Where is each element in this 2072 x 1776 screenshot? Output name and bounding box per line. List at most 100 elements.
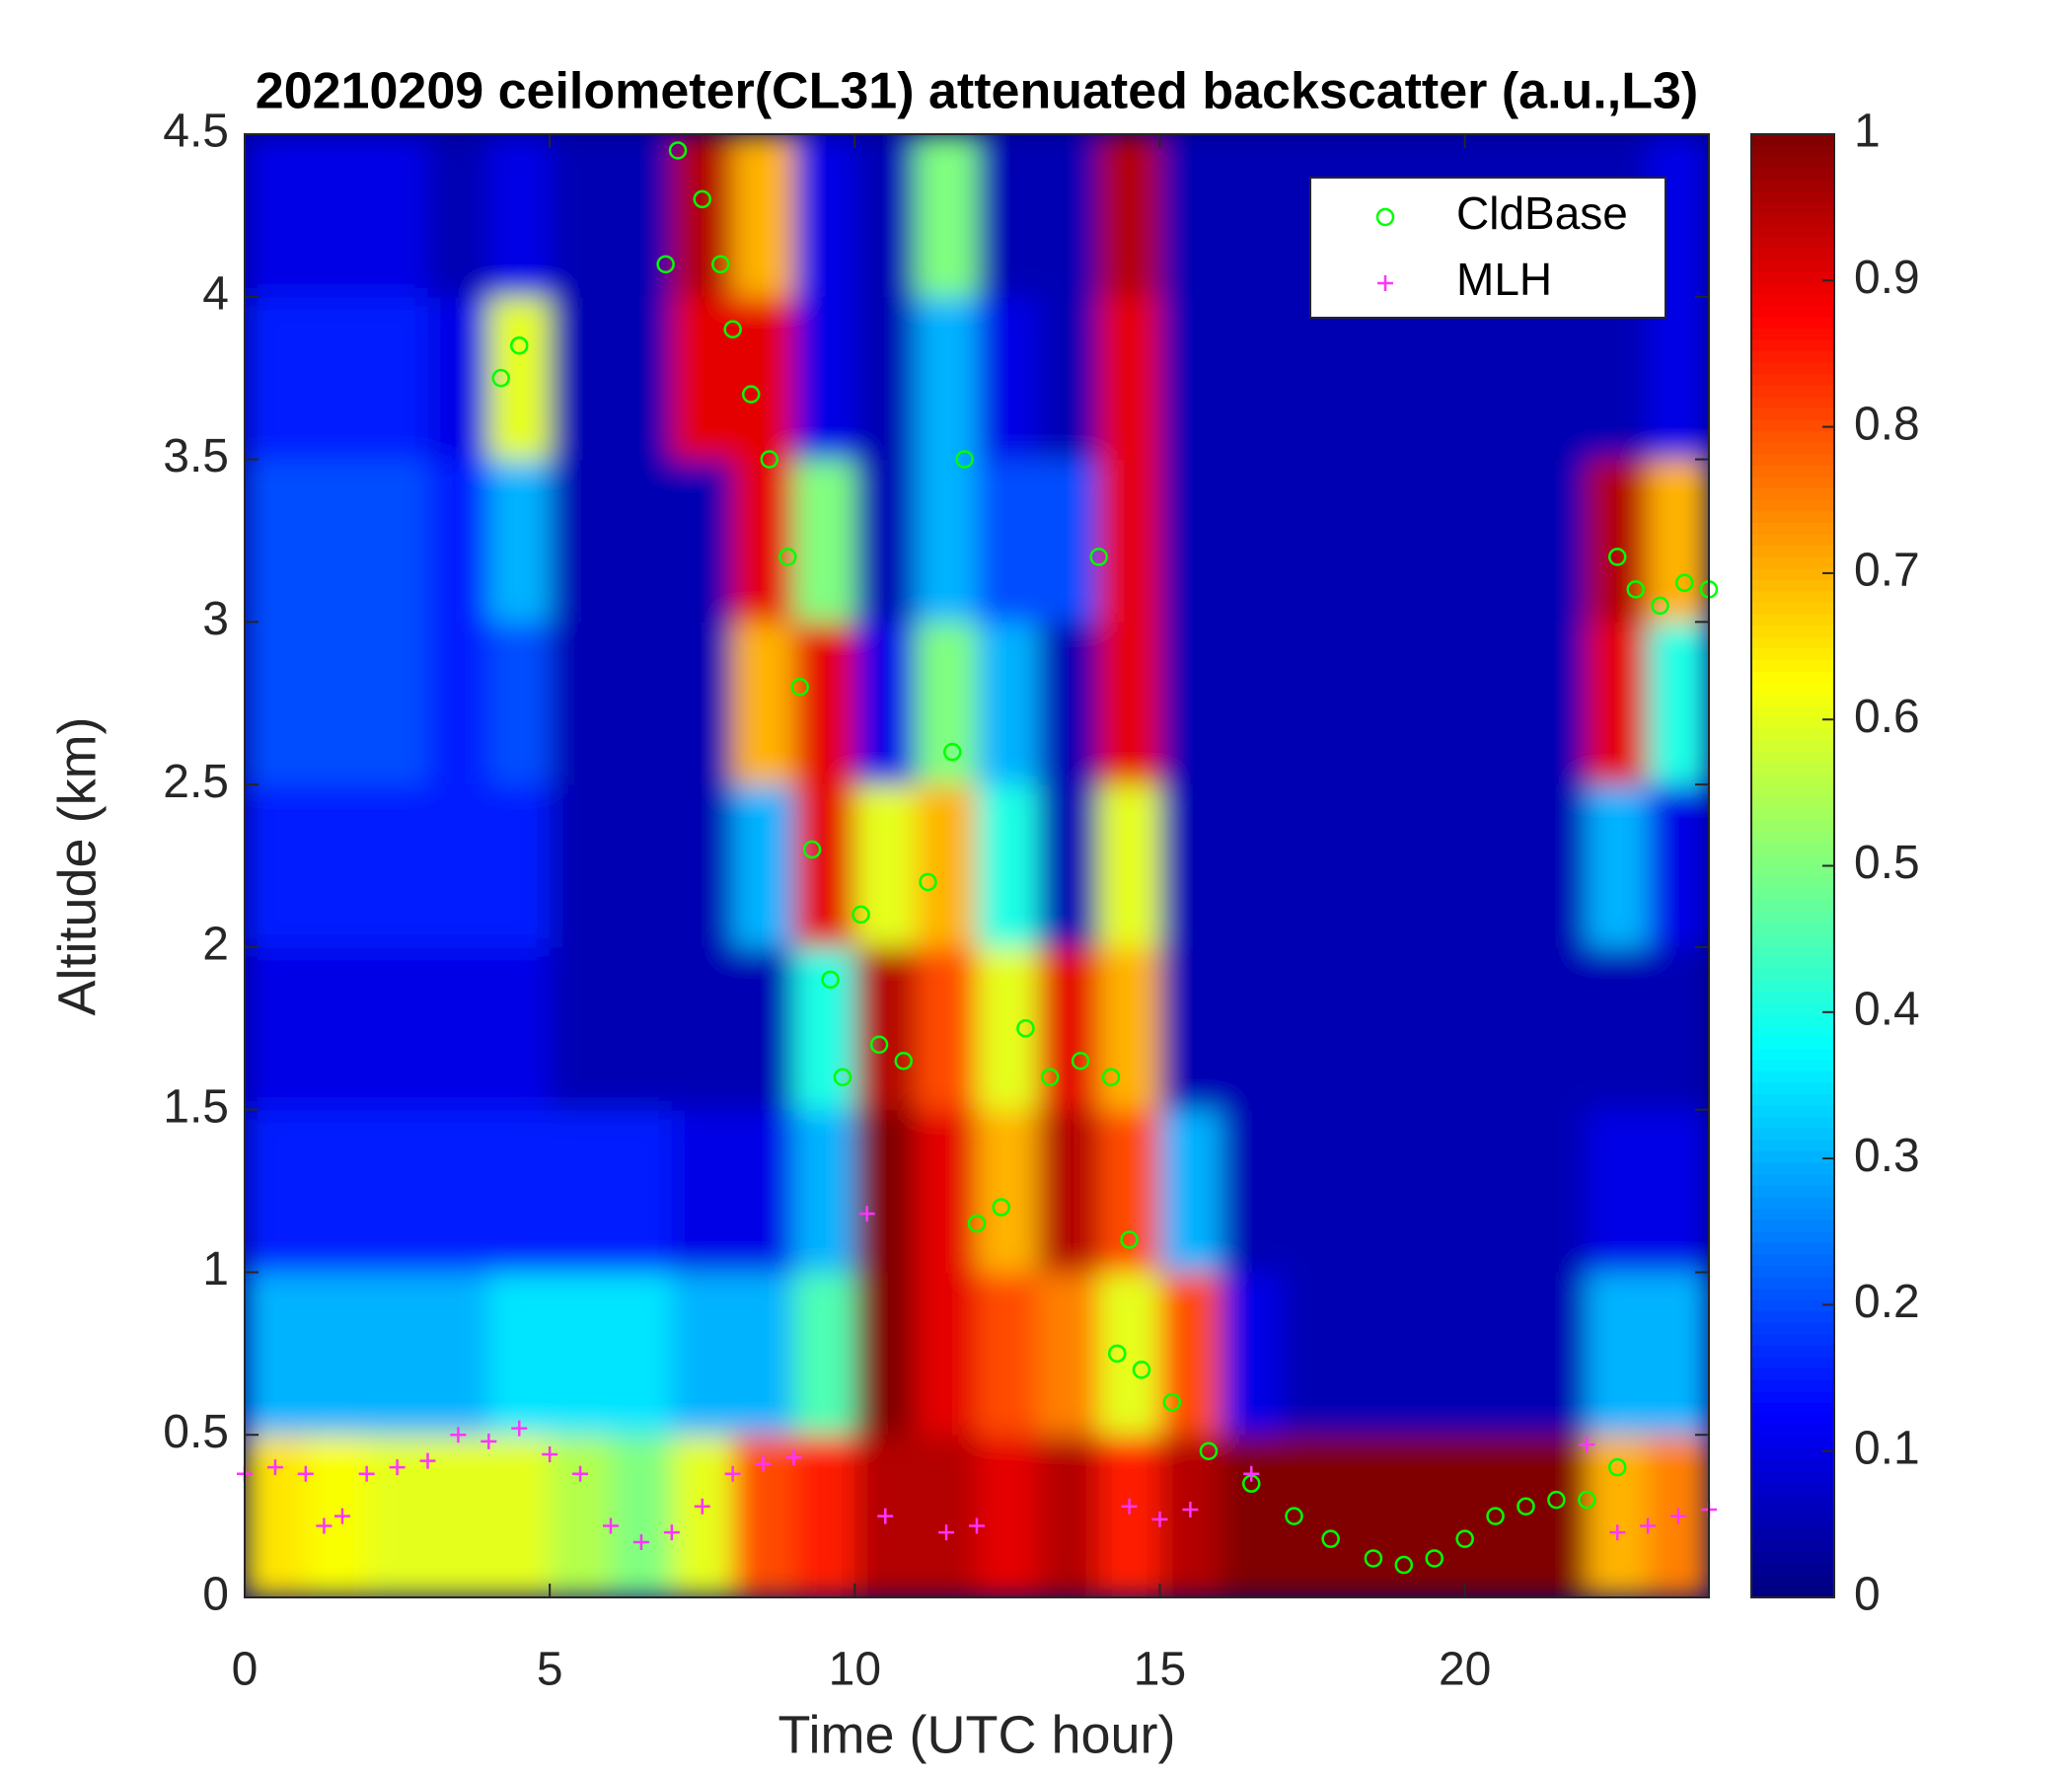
colorbar-step bbox=[1751, 1289, 1834, 1301]
y-tick-label: 0 bbox=[202, 1569, 229, 1621]
cldbase-point bbox=[668, 141, 688, 160]
heat-cell bbox=[488, 1435, 551, 1597]
heat-cell bbox=[427, 134, 489, 298]
heat-cell bbox=[1403, 1272, 1466, 1436]
heat-cell bbox=[550, 946, 612, 1111]
mlh-point bbox=[450, 1427, 467, 1443]
heat-cell bbox=[305, 134, 368, 298]
heat-cell bbox=[671, 296, 734, 461]
heat-cell bbox=[550, 1435, 612, 1597]
heat-cell bbox=[1221, 946, 1283, 1111]
heat-cell bbox=[977, 459, 1039, 623]
heat-cell bbox=[732, 784, 794, 948]
mlh-point bbox=[858, 1206, 875, 1222]
colorbar-step bbox=[1751, 671, 1834, 684]
cldbase-point bbox=[778, 548, 797, 566]
heat-cell bbox=[1343, 784, 1405, 948]
heat-cell bbox=[671, 622, 734, 785]
colorbar-step bbox=[1751, 1220, 1834, 1232]
colorbar-tick-label: 1 bbox=[1854, 106, 1881, 158]
colorbar-step bbox=[1751, 328, 1834, 341]
heat-cell bbox=[611, 622, 673, 785]
y-tick-label: 1.5 bbox=[163, 1080, 229, 1133]
heat-cell bbox=[1343, 1272, 1405, 1436]
colorbar-step bbox=[1751, 408, 1834, 421]
cldbase-point bbox=[790, 677, 809, 697]
heat-cell bbox=[854, 296, 917, 461]
mlh-point bbox=[1579, 1437, 1595, 1453]
heat-cell bbox=[1587, 784, 1649, 948]
y-tick-label: 2 bbox=[202, 919, 229, 971]
colorbar-tick-label: 0.8 bbox=[1854, 398, 1920, 450]
colorbar-step bbox=[1751, 1266, 1834, 1279]
colorbar-step bbox=[1751, 820, 1834, 833]
heat-cell bbox=[366, 134, 428, 298]
chart-title: 20210209 ceilometer(CL31) attenuated bac… bbox=[256, 63, 1698, 120]
heat-cell bbox=[427, 1109, 489, 1273]
colorbar-step bbox=[1751, 1448, 1834, 1461]
cldbase-point bbox=[693, 189, 711, 209]
colorbar-step bbox=[1751, 1369, 1834, 1381]
colorbar-step bbox=[1751, 1277, 1834, 1290]
heat-cell bbox=[671, 1109, 734, 1273]
heat-cell bbox=[977, 296, 1039, 461]
heat-cell bbox=[488, 1109, 551, 1273]
colorbar-step bbox=[1751, 431, 1834, 444]
colorbar-step bbox=[1751, 603, 1834, 616]
colorbar-step bbox=[1751, 591, 1834, 604]
colorbar-step bbox=[1751, 648, 1834, 661]
colorbar-tick-label: 0.4 bbox=[1854, 983, 1920, 1035]
heat-cell bbox=[366, 946, 428, 1111]
colorbar-step bbox=[1751, 1002, 1834, 1015]
colorbar-step bbox=[1751, 225, 1834, 238]
heat-cell bbox=[611, 296, 673, 461]
x-tick-label: 15 bbox=[1134, 1644, 1186, 1696]
colorbar-step bbox=[1751, 168, 1834, 181]
heat-cell bbox=[1587, 296, 1649, 461]
colorbar-tick-label: 0.7 bbox=[1854, 545, 1920, 597]
colorbar-step bbox=[1751, 134, 1834, 147]
colorbar-step bbox=[1751, 259, 1834, 272]
mlh-point bbox=[542, 1446, 558, 1462]
heat-cell bbox=[245, 622, 307, 785]
heat-cell bbox=[1098, 784, 1160, 948]
colorbar-step bbox=[1751, 248, 1834, 261]
heat-cell bbox=[1464, 1109, 1526, 1273]
heat-cell bbox=[1159, 1272, 1221, 1436]
colorbar-step bbox=[1751, 716, 1834, 730]
heat-cell bbox=[1343, 622, 1405, 785]
colorbar-step bbox=[1751, 1242, 1834, 1256]
cldbase-point bbox=[491, 368, 510, 388]
colorbar-step bbox=[1751, 785, 1834, 798]
mlh-point bbox=[572, 1465, 589, 1482]
heat-cell bbox=[1525, 459, 1588, 623]
heat-cell bbox=[977, 784, 1039, 948]
colorbar-step bbox=[1751, 190, 1834, 204]
cldbase-point bbox=[1651, 596, 1669, 616]
colorbar-step bbox=[1751, 1414, 1834, 1427]
overlay: 0 5 10 15 20 0 0.5 1 1.5 2 2.5 3 3.5 4 4.5 CldBase MLH bbox=[163, 106, 1719, 1696]
heat-cell bbox=[1221, 1272, 1283, 1436]
legend-box bbox=[1309, 177, 1666, 319]
colorbar-step bbox=[1751, 419, 1834, 432]
colorbar-step bbox=[1751, 1528, 1834, 1541]
y-tick-label: 0.5 bbox=[163, 1406, 229, 1458]
heat-cell bbox=[977, 1435, 1039, 1597]
colorbar-step bbox=[1751, 556, 1834, 569]
heat-cell bbox=[1525, 1272, 1588, 1436]
colorbar-step bbox=[1751, 774, 1834, 786]
heat-cell bbox=[427, 784, 489, 948]
heat-cell bbox=[245, 134, 307, 298]
heat-cell bbox=[793, 296, 855, 461]
heat-cell bbox=[1648, 622, 1709, 785]
mlh-point bbox=[755, 1455, 772, 1472]
legend-marker bbox=[1375, 207, 1395, 227]
heat-cell bbox=[732, 296, 794, 461]
y-tick-label: 4.5 bbox=[163, 106, 229, 158]
colorbar-step bbox=[1751, 1586, 1834, 1598]
heat-cell bbox=[854, 459, 917, 623]
colorbar-step bbox=[1751, 362, 1834, 375]
heat-cell bbox=[1525, 622, 1588, 785]
heat-cell bbox=[1464, 784, 1526, 948]
colorbar-step bbox=[1751, 1209, 1834, 1221]
